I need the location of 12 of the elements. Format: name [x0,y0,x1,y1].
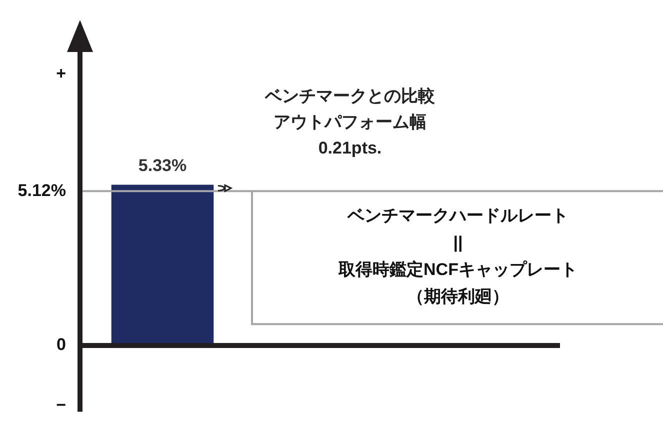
text: 0.21pts. [318,138,382,158]
y-tick-label: − [56,395,66,414]
data-label: 5.33% [138,156,187,175]
text: 取得時鑑定NCFキャップレート [338,260,578,279]
text: || [453,232,463,252]
text: ベンチマークとの比較 [264,86,436,106]
y-tick-label: 0 [56,335,66,354]
y-tick-label: + [56,64,66,83]
text: アウトパフォーム幅 [274,112,426,132]
text: （期待利廻） [407,286,509,306]
y-tick-label: 5.12% [18,180,66,200]
ref-line-label: ベンチマークハードルレート [346,206,568,225]
